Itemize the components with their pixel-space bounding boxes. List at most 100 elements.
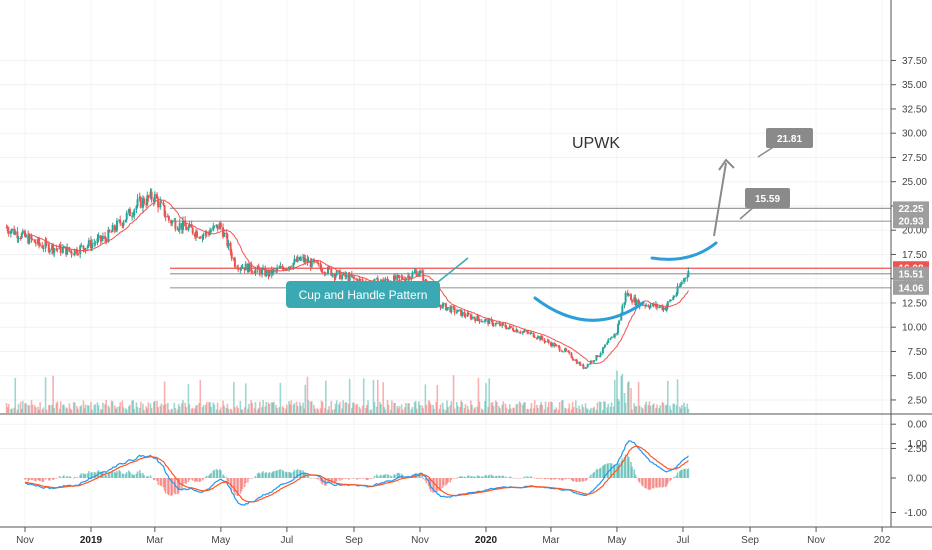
macd-histogram-bar (603, 464, 605, 478)
volume-bar (300, 405, 302, 413)
price-level-tag-label: 15.51 (898, 269, 923, 280)
macd-histogram-bar (149, 475, 152, 478)
candle-body (31, 239, 34, 241)
candle-body (648, 306, 651, 308)
candle-body (44, 240, 47, 249)
volume-bar (518, 401, 521, 413)
volume-bar (532, 408, 535, 413)
candle-body (483, 319, 486, 322)
volume-bar (485, 383, 487, 413)
volume-bar (621, 373, 624, 413)
macd-histogram-bar (589, 476, 591, 478)
volume-bar (129, 404, 131, 413)
candle-body (347, 274, 350, 282)
macd-histogram-bar (609, 463, 612, 478)
macd-histogram-bar (446, 478, 448, 485)
volume-bar (466, 405, 469, 413)
macd-histogram-bar (661, 478, 664, 488)
volume-bar (490, 403, 493, 413)
macd-histogram-bar (351, 478, 353, 479)
macd-histogram-bar (302, 470, 304, 478)
volume-bar (58, 408, 61, 413)
candle-body (303, 256, 306, 262)
macd-histogram-bar (303, 472, 305, 478)
volume-bar (124, 408, 127, 413)
volume-bar (335, 400, 338, 413)
volume-bar (237, 408, 239, 413)
candle-body (135, 206, 138, 210)
macd-histogram-bar (540, 478, 542, 479)
volume-bar (39, 402, 41, 413)
candle-body (422, 272, 425, 283)
candle-body (523, 330, 526, 332)
volume-bar (509, 404, 511, 413)
price-tick-label: 25.00 (902, 177, 927, 188)
volume-bar (544, 401, 547, 413)
macd-histogram-bar (586, 478, 589, 479)
volume-bar (366, 404, 368, 413)
macd-tick-label: 1.00 (908, 439, 928, 450)
volume-bar (317, 409, 320, 413)
candle-body (20, 233, 23, 239)
volume-bar (413, 402, 416, 413)
volume-bar (63, 404, 65, 413)
candle-body (279, 265, 282, 268)
macd-histogram-bar (108, 472, 111, 478)
macd-histogram-bar (651, 478, 654, 489)
macd-histogram-bar (160, 478, 163, 487)
candle-body (229, 242, 232, 253)
candle-body (675, 293, 678, 297)
candle-body (397, 275, 400, 277)
volume-bar (62, 404, 64, 413)
candle-body (474, 318, 477, 322)
candle-body (38, 238, 41, 245)
volume-bar (116, 407, 118, 413)
volume-bar (199, 379, 202, 413)
macd-histogram-bar (393, 474, 395, 478)
volume-bar (107, 405, 110, 413)
candle-body (522, 331, 525, 333)
volume-bar (369, 409, 372, 413)
candle-body (581, 364, 584, 366)
candle-body (411, 272, 414, 277)
volume-bar (633, 403, 636, 413)
candle-body (41, 245, 44, 249)
volume-bar (233, 382, 235, 413)
volume-bar (436, 384, 439, 413)
macd-histogram-bar (223, 475, 225, 478)
candle-body (444, 303, 447, 311)
candle-body (586, 364, 589, 368)
volume-bar (617, 398, 619, 413)
candle-body (267, 270, 270, 276)
candle-body (83, 248, 86, 251)
candle-body (16, 231, 19, 239)
macd-histogram-bar (335, 478, 338, 482)
macd-histogram-bar (230, 478, 233, 491)
volume-bar (415, 408, 418, 413)
volume-bar (526, 408, 528, 413)
candle-body (124, 219, 127, 223)
candle-body (551, 342, 554, 346)
macd-histogram-bar (88, 471, 90, 478)
macd-histogram-bar (62, 476, 64, 478)
macd-histogram-bar (187, 478, 190, 483)
candle-body (188, 224, 191, 228)
candle-body (87, 240, 90, 246)
volume-bar (122, 407, 125, 413)
volume-bar (373, 402, 376, 413)
macd-histogram-bar (590, 474, 592, 478)
candle-body (66, 247, 69, 255)
volume-bar (603, 401, 605, 413)
candle-body (678, 286, 681, 288)
chart-title: UPWK (572, 135, 620, 152)
candle-body (574, 360, 577, 362)
candle-body (278, 267, 281, 269)
volume-bar (379, 401, 381, 413)
candle-body (212, 226, 215, 231)
macd-histogram-bar (125, 472, 128, 478)
candle-body (651, 303, 654, 306)
candle-body (288, 266, 291, 269)
volume-bar (226, 403, 229, 413)
candle-body (637, 299, 640, 307)
macd-histogram-bar (225, 477, 228, 478)
